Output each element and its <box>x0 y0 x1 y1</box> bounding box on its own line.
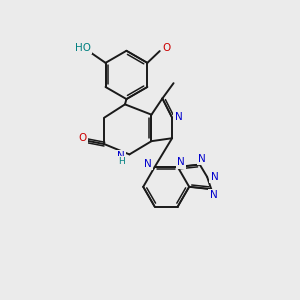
Text: N: N <box>210 190 218 200</box>
Text: N: N <box>175 112 182 122</box>
Text: N: N <box>198 154 206 164</box>
Text: O: O <box>162 43 170 52</box>
Text: N: N <box>177 158 185 167</box>
Text: N: N <box>144 159 152 169</box>
Text: N: N <box>117 151 125 161</box>
Text: H: H <box>118 157 124 166</box>
Text: N: N <box>211 172 218 182</box>
Text: O: O <box>78 133 87 142</box>
Text: HO: HO <box>75 43 91 53</box>
